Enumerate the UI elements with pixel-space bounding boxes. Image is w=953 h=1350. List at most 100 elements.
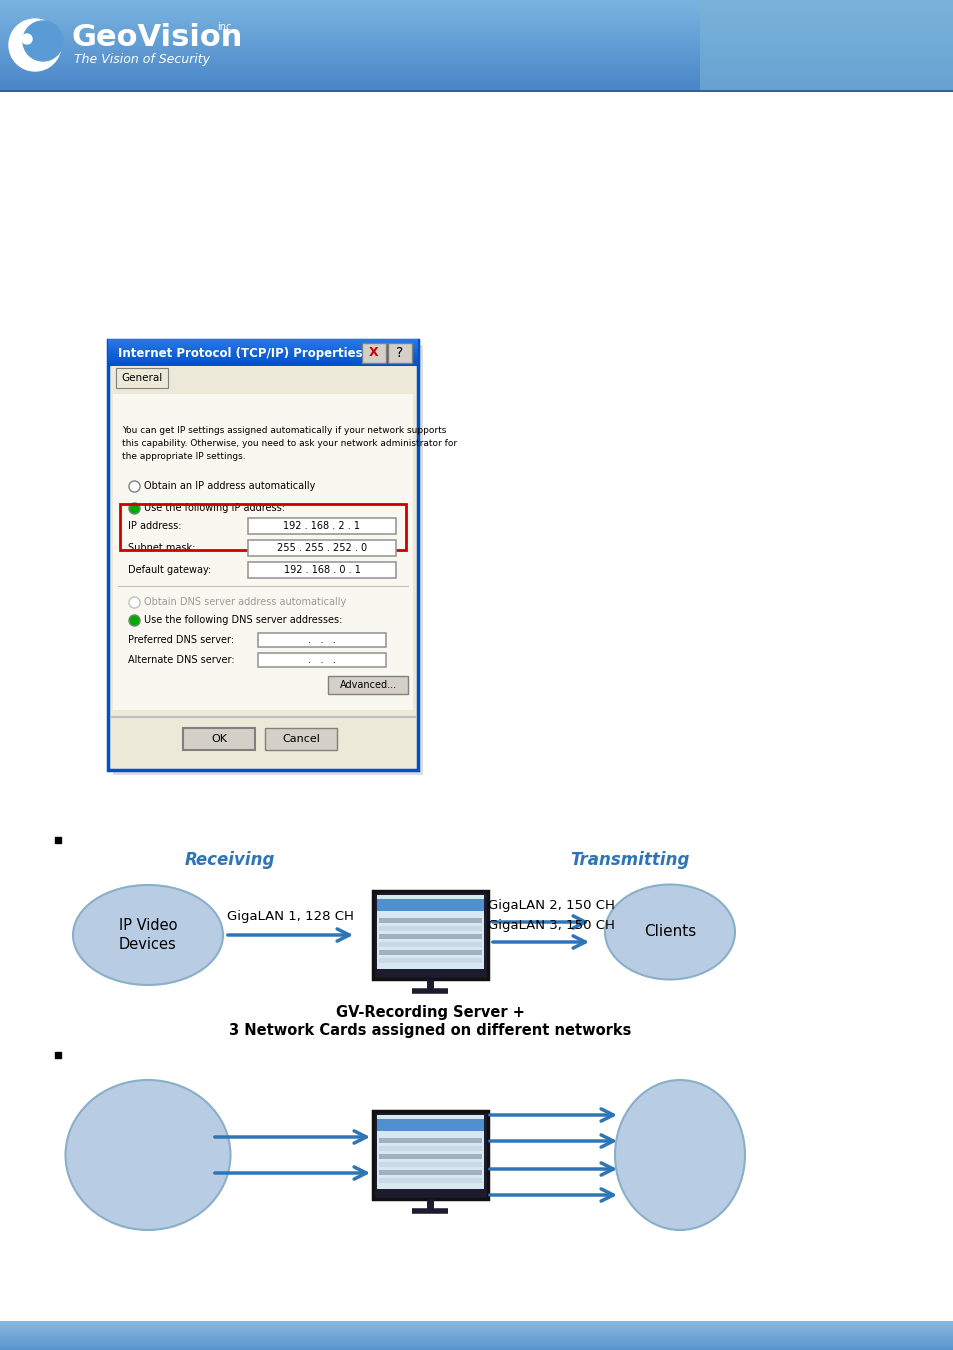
Text: 255 . 255 . 252 . 0: 255 . 255 . 252 . 0 (276, 543, 367, 554)
Bar (700, 0, 953, 90)
Bar (378, 1162, 481, 1166)
Bar (0, 82, 953, 85)
Ellipse shape (66, 1080, 231, 1230)
Text: GeoVision: GeoVision (71, 23, 243, 53)
Bar (388, 343, 412, 363)
Bar (0, 1330, 953, 1332)
Text: 192 . 168 . 0 . 1: 192 . 168 . 0 . 1 (283, 566, 360, 575)
Bar (376, 1115, 483, 1189)
Bar (0, 73, 953, 76)
Ellipse shape (73, 886, 223, 986)
Bar (0, 50, 953, 53)
Bar (0, 1347, 953, 1350)
Bar (0, 62, 953, 65)
Bar (265, 728, 336, 751)
Bar (183, 728, 254, 751)
Bar (0, 65, 953, 68)
Bar (0, 1338, 953, 1341)
Text: inc: inc (216, 22, 232, 32)
Text: Obtain DNS server address automatically: Obtain DNS server address automatically (144, 597, 346, 608)
Bar (108, 352, 417, 354)
Bar (328, 676, 408, 694)
Bar (108, 351, 417, 352)
Text: ?: ? (395, 346, 403, 360)
Text: Receiving: Receiving (185, 850, 274, 869)
Bar (0, 31, 953, 32)
Bar (0, 42, 953, 45)
Bar (0, 28, 953, 31)
Text: IP address:: IP address: (128, 521, 181, 531)
Bar (0, 58, 953, 59)
Circle shape (9, 19, 61, 72)
Bar (376, 895, 483, 969)
Bar (0, 0, 953, 3)
Text: 3 Network Cards assigned on different networks: 3 Network Cards assigned on different ne… (229, 1023, 631, 1038)
Bar (0, 22, 953, 24)
Bar (0, 68, 953, 70)
Bar (0, 54, 953, 57)
Bar (0, 1335, 953, 1338)
Bar (0, 1342, 953, 1345)
Bar (0, 20, 953, 23)
Bar (0, 1331, 953, 1334)
Bar (112, 394, 413, 710)
Text: Alternate DNS server:: Alternate DNS server: (128, 655, 234, 666)
Text: Use the following IP address:: Use the following IP address: (144, 504, 285, 513)
Bar (0, 14, 953, 16)
Bar (0, 40, 953, 43)
Bar (0, 76, 953, 78)
Bar (108, 344, 417, 347)
Bar (108, 347, 417, 350)
Bar (376, 899, 483, 911)
Bar (0, 35, 953, 38)
Bar (0, 1326, 953, 1327)
Bar (0, 1334, 953, 1336)
Text: GigaLAN 2, 150 CH: GigaLAN 2, 150 CH (487, 899, 614, 913)
Bar (0, 80, 953, 82)
Bar (0, 18, 953, 19)
Bar (108, 362, 417, 364)
Text: Obtain an IP address automatically: Obtain an IP address automatically (144, 481, 315, 491)
Bar (0, 1346, 953, 1349)
Bar (373, 1111, 488, 1199)
Bar (108, 360, 417, 362)
Bar (108, 346, 417, 348)
Bar (0, 66, 953, 69)
Text: Subnet mask:: Subnet mask: (128, 543, 195, 554)
Bar (0, 53, 953, 55)
Bar (0, 12, 953, 15)
Text: Advanced...: Advanced... (339, 680, 396, 690)
Bar (0, 11, 953, 14)
Bar (108, 340, 417, 343)
Bar (108, 343, 417, 346)
Bar (0, 1343, 953, 1346)
Bar (0, 1332, 953, 1335)
Text: Cancel: Cancel (282, 734, 319, 744)
Text: .   .   .: . . . (305, 655, 338, 666)
Bar (0, 72, 953, 73)
Bar (0, 90, 953, 92)
Text: GigaLAN 1, 128 CH: GigaLAN 1, 128 CH (227, 910, 354, 923)
Bar (248, 518, 395, 535)
Bar (0, 45, 953, 46)
Bar (0, 9, 953, 12)
Bar (108, 339, 417, 342)
Bar (0, 1327, 953, 1328)
Bar (0, 77, 953, 80)
Bar (378, 1146, 481, 1152)
Text: 192 . 168 . 2 . 1: 192 . 168 . 2 . 1 (283, 521, 360, 531)
Text: Transmitting: Transmitting (570, 850, 689, 869)
Bar (0, 46, 953, 49)
Text: .   .   .: . . . (305, 634, 338, 645)
Bar (0, 1339, 953, 1342)
Bar (0, 1323, 953, 1324)
Bar (0, 27, 953, 30)
Bar (112, 346, 422, 775)
Bar (248, 540, 395, 556)
Bar (108, 348, 417, 351)
Bar (257, 653, 386, 667)
Bar (378, 1154, 481, 1160)
Bar (0, 1336, 953, 1339)
Bar (378, 918, 481, 923)
Bar (0, 23, 953, 26)
